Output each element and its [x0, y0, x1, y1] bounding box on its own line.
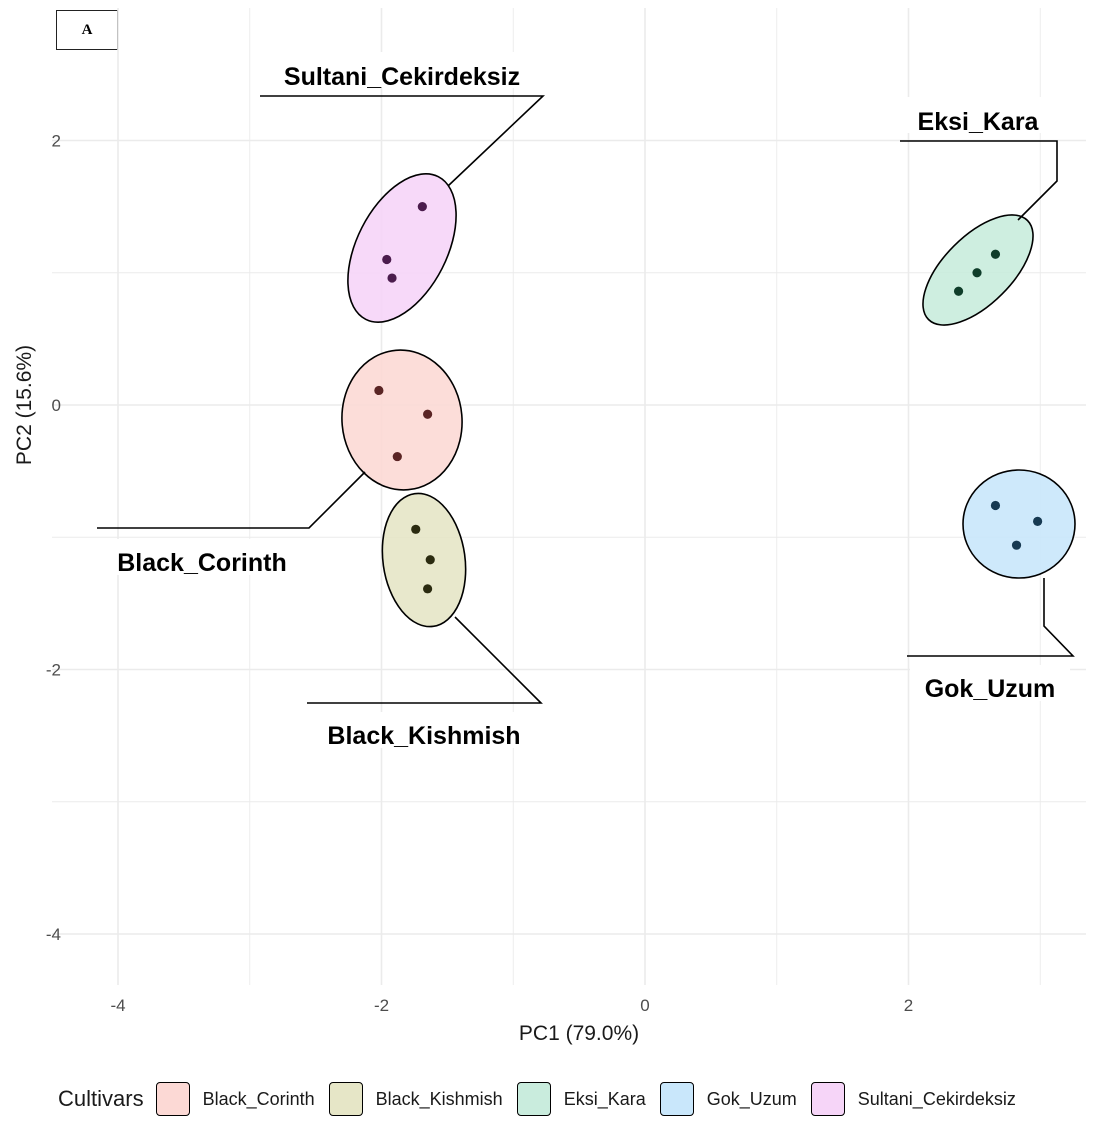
pca-chart: Black_Corinth Black_Kishmish Eksi_Kara Gok_…	[13, 8, 1086, 1045]
ellipse-sultani-cekirdeksiz	[347, 173, 457, 323]
ellipse-gok-uzum	[962, 469, 1076, 579]
cluster-ellipses	[341, 173, 1076, 628]
data-point	[423, 584, 433, 594]
legend-swatch	[516, 1082, 551, 1116]
y-tick-label: -2	[46, 661, 61, 680]
label-background	[312, 712, 537, 748]
x-tick-label: 2	[904, 996, 913, 1015]
leader-line	[900, 140, 1058, 221]
data-point	[417, 202, 427, 212]
x-tick-label: -2	[374, 996, 389, 1015]
legend: Cultivars Black_Corinth Black_Kishmish E…	[58, 1082, 1030, 1116]
data-point	[425, 555, 435, 565]
cluster-label: Gok_Uzum	[925, 675, 1056, 703]
cluster-label: Eksi_Kara	[918, 108, 1040, 136]
legend-swatch	[810, 1082, 845, 1116]
legend-label: Gok_Uzum	[706, 1088, 797, 1109]
label-background	[100, 539, 300, 575]
label-leader-lines	[97, 95, 1075, 704]
leader-line	[97, 471, 366, 529]
y-tick-label: 0	[52, 396, 61, 415]
legend-title: Cultivars	[58, 1086, 144, 1111]
x-tick-label: 0	[640, 996, 649, 1015]
legend-item-sultani-cekirdeksiz: Sultani_Cekirdeksiz	[810, 1082, 1016, 1116]
leader-line	[307, 616, 543, 704]
data-point	[953, 286, 964, 296]
ellipse-black-corinth	[341, 349, 463, 491]
grid	[52, 8, 1086, 985]
ellipse-black-kishmish	[381, 492, 467, 628]
data-point	[392, 451, 402, 462]
y-tick-label: 2	[52, 132, 61, 151]
cluster-label: Sultani_Cekirdeksiz	[284, 63, 520, 91]
axis-ticks: -4 -2 0 2 2 0 -2 -4	[46, 132, 913, 1016]
data-point	[411, 524, 421, 534]
legend-label: Black_Corinth	[202, 1088, 315, 1109]
leader-line	[260, 95, 546, 187]
legend-item-eksi-kara: Eksi_Kara	[516, 1082, 646, 1116]
legend-label: Sultani_Cekirdeksiz	[857, 1088, 1016, 1109]
legend-swatch	[155, 1082, 190, 1116]
panel-tag: A	[56, 10, 118, 50]
x-axis-title: PC1 (79.0%)	[519, 1022, 639, 1045]
label-background	[910, 665, 1070, 701]
legend-swatch	[659, 1082, 694, 1116]
data-point	[382, 254, 392, 265]
data-point	[972, 268, 982, 278]
legend-label: Black_Kishmish	[375, 1088, 503, 1109]
data-point	[990, 249, 1001, 259]
legend-label: Eksi_Kara	[563, 1088, 646, 1109]
leader-line	[907, 578, 1075, 657]
legend-swatch	[328, 1082, 363, 1116]
x-tick-label: -4	[110, 996, 125, 1015]
data-point	[1033, 516, 1043, 526]
cluster-labels: Black_Corinth Black_Kishmish Eksi_Kara Gok_…	[100, 52, 1070, 750]
data-points	[374, 202, 1043, 594]
legend-item-black-corinth: Black_Corinth	[155, 1082, 315, 1116]
label-background	[270, 52, 535, 88]
data-point	[423, 409, 433, 419]
legend-item-black-kishmish: Black_Kishmish	[328, 1082, 503, 1116]
data-point	[990, 500, 1001, 511]
y-axis-title: PC2 (15.6%)	[13, 345, 36, 465]
legend-item-gok-uzum: Gok_Uzum	[659, 1082, 797, 1116]
cluster-label: Black_Kishmish	[327, 722, 520, 750]
label-background	[905, 97, 1051, 133]
cluster-label: Black_Corinth	[117, 549, 286, 577]
data-point	[387, 273, 397, 283]
data-point	[374, 385, 384, 396]
y-tick-label: -4	[46, 925, 61, 944]
data-point	[1011, 540, 1022, 550]
